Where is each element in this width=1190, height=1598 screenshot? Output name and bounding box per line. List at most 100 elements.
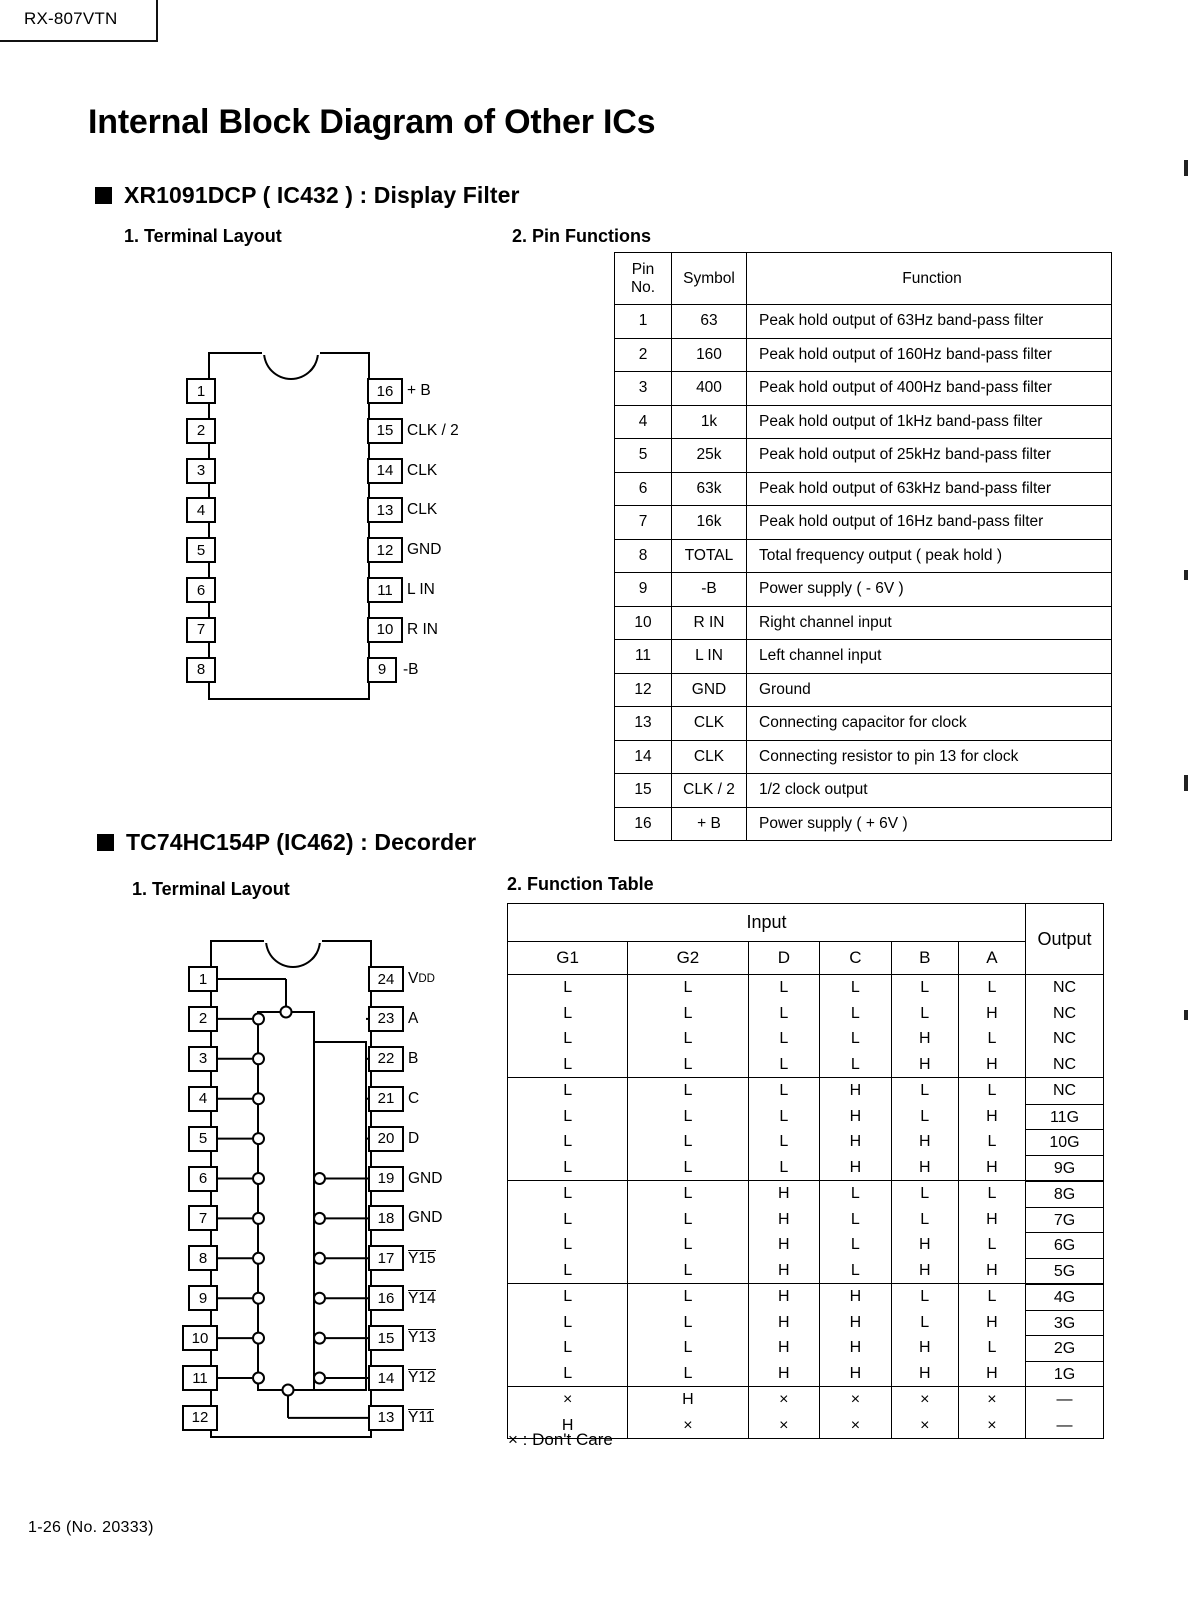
function-table-row-group: L L L L L L L L H H H H H H H H L L H H L H L H 4G 3G 2G 1G (506, 1283, 1104, 1387)
pin-signal-label: Y14 (408, 1289, 436, 1307)
pin-signal-label: GND (407, 541, 442, 559)
function-table-value: × (920, 1416, 930, 1434)
pin-number-box: 20 (368, 1125, 404, 1152)
pin-number-box: 8 (188, 1245, 218, 1272)
function-table-value: L (683, 979, 693, 996)
pin-function-cell: Connecting resistor to pin 13 for clock (746, 739, 1112, 774)
pin-function-cell: Peak hold output of 160Hz band-pass filt… (746, 337, 1112, 372)
pin-symbol-cell: TOTAL (671, 538, 747, 573)
function-table-value: L (779, 1107, 789, 1125)
pin-number-box: 5 (188, 1125, 218, 1152)
function-table-value: L (850, 1004, 860, 1022)
function-table-value: × (850, 1391, 861, 1408)
function-table-value: × (850, 1416, 861, 1434)
function-table-value: L (850, 1210, 860, 1228)
pin-symbol-cell: 25k (671, 438, 747, 473)
pin-number-box: 23 (368, 1005, 404, 1032)
function-table-value: H (986, 1055, 998, 1073)
function-table-value: L (850, 979, 860, 996)
function-table-value: × (779, 1391, 789, 1408)
function-table-value: × (683, 1416, 693, 1434)
function-table-value: L (683, 1133, 693, 1150)
pin-no-cell: 12 (614, 672, 672, 707)
pin-function-cell: Peak hold output of 25kHz band-pass filt… (746, 438, 1112, 473)
function-table-value: L (563, 1030, 573, 1047)
pin-signal-label: CLK / 2 (407, 421, 459, 439)
function-table-row-group: × H H × × × × × × × × × — — (506, 1386, 1104, 1439)
function-table-value: L (850, 1030, 860, 1047)
function-table-value: L (563, 1082, 573, 1099)
function-table-value: L (683, 1288, 693, 1305)
function-table-value: L (683, 1236, 693, 1253)
function-table-value: L (563, 1261, 573, 1279)
function-table-value: L (563, 1210, 573, 1228)
pin-number-box: 11 (182, 1365, 218, 1391)
pin-table-header-pin-no: Pin No. (614, 252, 672, 305)
pin-signal-label: Y12 (408, 1369, 436, 1387)
pin-no-cell: 2 (614, 337, 672, 372)
function-table-value: L (920, 1185, 930, 1202)
pin-symbol-cell: 400 (671, 371, 747, 406)
pin-function-cell: Peak hold output of 63kHz band-pass filt… (746, 471, 1112, 506)
pin-signal-label: GND (408, 1209, 443, 1227)
pin-number-box: 16 (367, 378, 403, 404)
function-table-header-input: Input (507, 903, 1026, 942)
function-table-value: L (850, 1236, 860, 1253)
function-table-output-value: 9G (1026, 1154, 1103, 1181)
pin-no-cell: 6 (614, 471, 672, 506)
pin-function-cell: Ground (746, 672, 1112, 707)
function-table-value: H (849, 1082, 862, 1099)
function-table-output-value: NC (1052, 1004, 1077, 1022)
pin-function-cell: Peak hold output of 400Hz band-pass filt… (746, 371, 1112, 406)
pin-signal-label: C (408, 1089, 420, 1107)
scan-edge-mark (1184, 1010, 1188, 1020)
function-table-value: H (986, 1261, 998, 1279)
pin-symbol-cell: 63 (671, 304, 747, 339)
pin-no-cell: 3 (614, 371, 672, 406)
pin-table-row: 15 CLK / 2 1/2 clock output (614, 773, 1112, 808)
pin-function-cell: Peak hold output of 63Hz band-pass filte… (746, 304, 1112, 339)
function-table-value: L (563, 1107, 573, 1125)
page-title: Internal Block Diagram of Other ICs (88, 103, 656, 141)
function-table-value: L (987, 1288, 997, 1305)
pin-table-header-row: Pin No. Symbol Function (614, 252, 1112, 305)
function-table-value: × (779, 1416, 789, 1434)
pin-no-cell: 9 (614, 572, 672, 607)
function-table-row-group: L L L L L L L L L L L L H H H H L L H H L H L H NC 11G 10G 9G (506, 1077, 1104, 1181)
function-table-subheader-row: G1 G2 D C B A (506, 941, 1104, 975)
dont-care-note: × : Don't Care (508, 1430, 613, 1449)
function-table-value: L (563, 1133, 573, 1150)
pin-number-box: 16 (368, 1285, 404, 1312)
section2-sub-terminal-layout: 1. Terminal Layout (132, 879, 290, 899)
function-table-value: L (563, 1364, 573, 1382)
pin-number-box: 4 (186, 497, 216, 524)
dip24-notch-icon (264, 937, 322, 968)
dip16-body (208, 349, 370, 700)
section1-sub-pin-functions: 2. Pin Functions (512, 226, 652, 246)
function-table-output-value: NC (1052, 1030, 1077, 1047)
pin-number-box: 7 (188, 1205, 218, 1232)
function-table-value: L (850, 1261, 860, 1279)
section2-sub-function-table: 2. Function Table (507, 874, 654, 894)
pin-table-row: 8 TOTAL Total frequency output ( peak hold… (614, 538, 1112, 573)
pin-symbol-cell: GND (671, 672, 747, 707)
pin-symbol-cell: 63k (671, 471, 747, 506)
function-table-value: L (920, 1107, 930, 1125)
page-footer: 1-26 (No. 20333) (28, 1519, 154, 1536)
pin-signal-label: V DD (408, 970, 435, 987)
pin-no-cell: 13 (614, 706, 672, 741)
function-table-value: L (563, 1004, 573, 1022)
function-table-value: H (778, 1261, 790, 1279)
pin-signal-label: Y11 (408, 1409, 435, 1427)
pin-number-box: 24 (368, 966, 404, 992)
pin-symbol-cell: CLK / 2 (671, 773, 747, 808)
function-table-value: L (779, 1133, 789, 1150)
